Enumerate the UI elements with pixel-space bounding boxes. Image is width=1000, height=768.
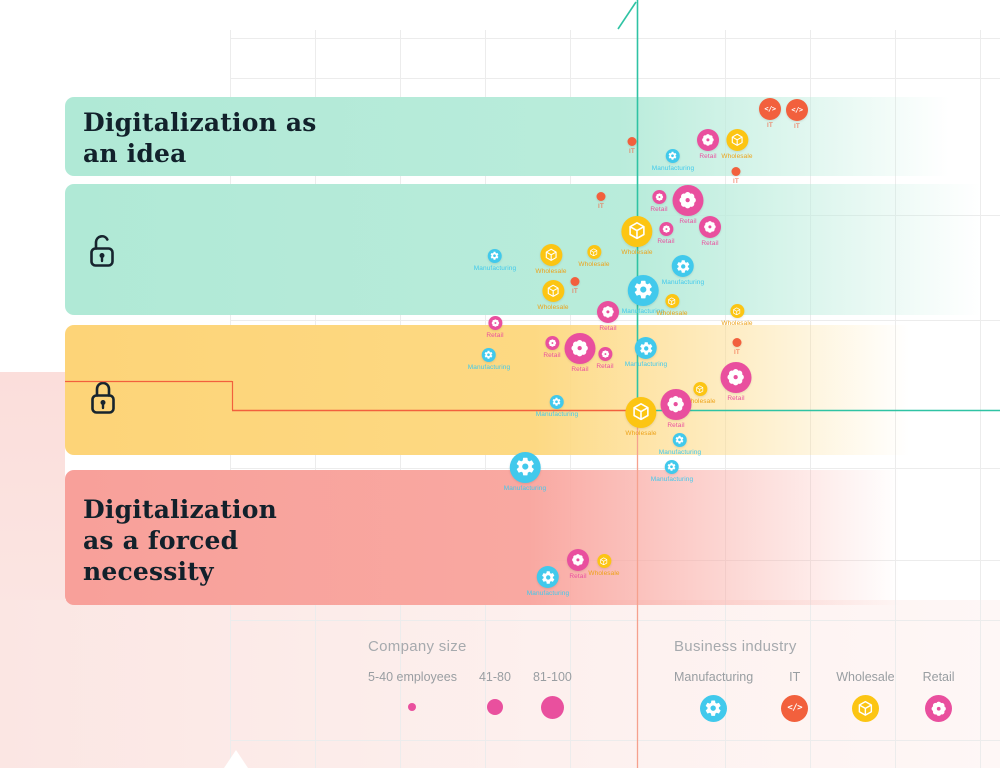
- corner-notch: [224, 750, 248, 768]
- quadrant-forced-label: Digitalization as a forced necessity: [83, 495, 277, 586]
- industry-item-retail: Retail: [923, 670, 955, 722]
- quadrant-idea-band: Digitalization as an idea: [65, 97, 958, 176]
- cube-icon: [851, 695, 879, 722]
- size-medium-dot-slot: [486, 695, 503, 719]
- industry-item-it: IT </>: [781, 670, 809, 722]
- legend-company-size-items: 5-40 employees 41-80 81-100: [368, 670, 572, 719]
- quadrant-lower-middle-band: [65, 325, 918, 455]
- flower-icon: [925, 695, 953, 722]
- code-icon: </>: [781, 695, 809, 722]
- unlock-icon: [87, 232, 117, 275]
- legend-company-size: Company size 5-40 employees 41-80 81-100: [368, 638, 572, 719]
- size-medium-dot: [486, 699, 503, 715]
- background-pink-left-strip: [0, 372, 65, 608]
- retail-label: Retail: [922, 670, 955, 684]
- legend-business-industry-title: Business industry: [674, 638, 797, 655]
- size-small-dot-slot: [408, 695, 417, 719]
- it-label: IT: [789, 670, 801, 684]
- size-large-dot-slot: [540, 695, 564, 719]
- axis-arrow-tick: [617, 1, 637, 30]
- size-medium-label: 41-80: [478, 670, 511, 684]
- quadrant-forced-band: Digitalization as a forced necessity: [65, 470, 908, 605]
- industry-item-wholesale: Wholesale: [836, 670, 895, 722]
- wholesale-label: Wholesale: [836, 670, 895, 684]
- manufacturing-label: Manufacturing: [674, 670, 754, 684]
- size-item-small: 5-40 employees: [368, 670, 457, 719]
- lock-icon: [88, 379, 118, 422]
- size-large-label: 81-100: [532, 670, 572, 684]
- industry-item-manufacturing: Manufacturing: [674, 670, 753, 722]
- size-item-large: 81-100: [533, 670, 572, 719]
- size-small-dot: [408, 703, 417, 711]
- gear-icon: [700, 695, 728, 722]
- legend-business-industry-items: Manufacturing IT </> Wholesale Retail: [674, 670, 955, 722]
- quadrant-idea-label: Digitalization as an idea: [83, 108, 317, 168]
- legend-company-size-title: Company size: [368, 638, 467, 655]
- legend-business-industry: Business industry Manufacturing IT </> W…: [674, 638, 955, 722]
- quadrant-upper-middle-band: [65, 184, 990, 315]
- size-large-dot: [540, 695, 564, 719]
- size-item-medium: 41-80: [479, 670, 511, 719]
- size-small-label: 5-40 employees: [368, 670, 457, 684]
